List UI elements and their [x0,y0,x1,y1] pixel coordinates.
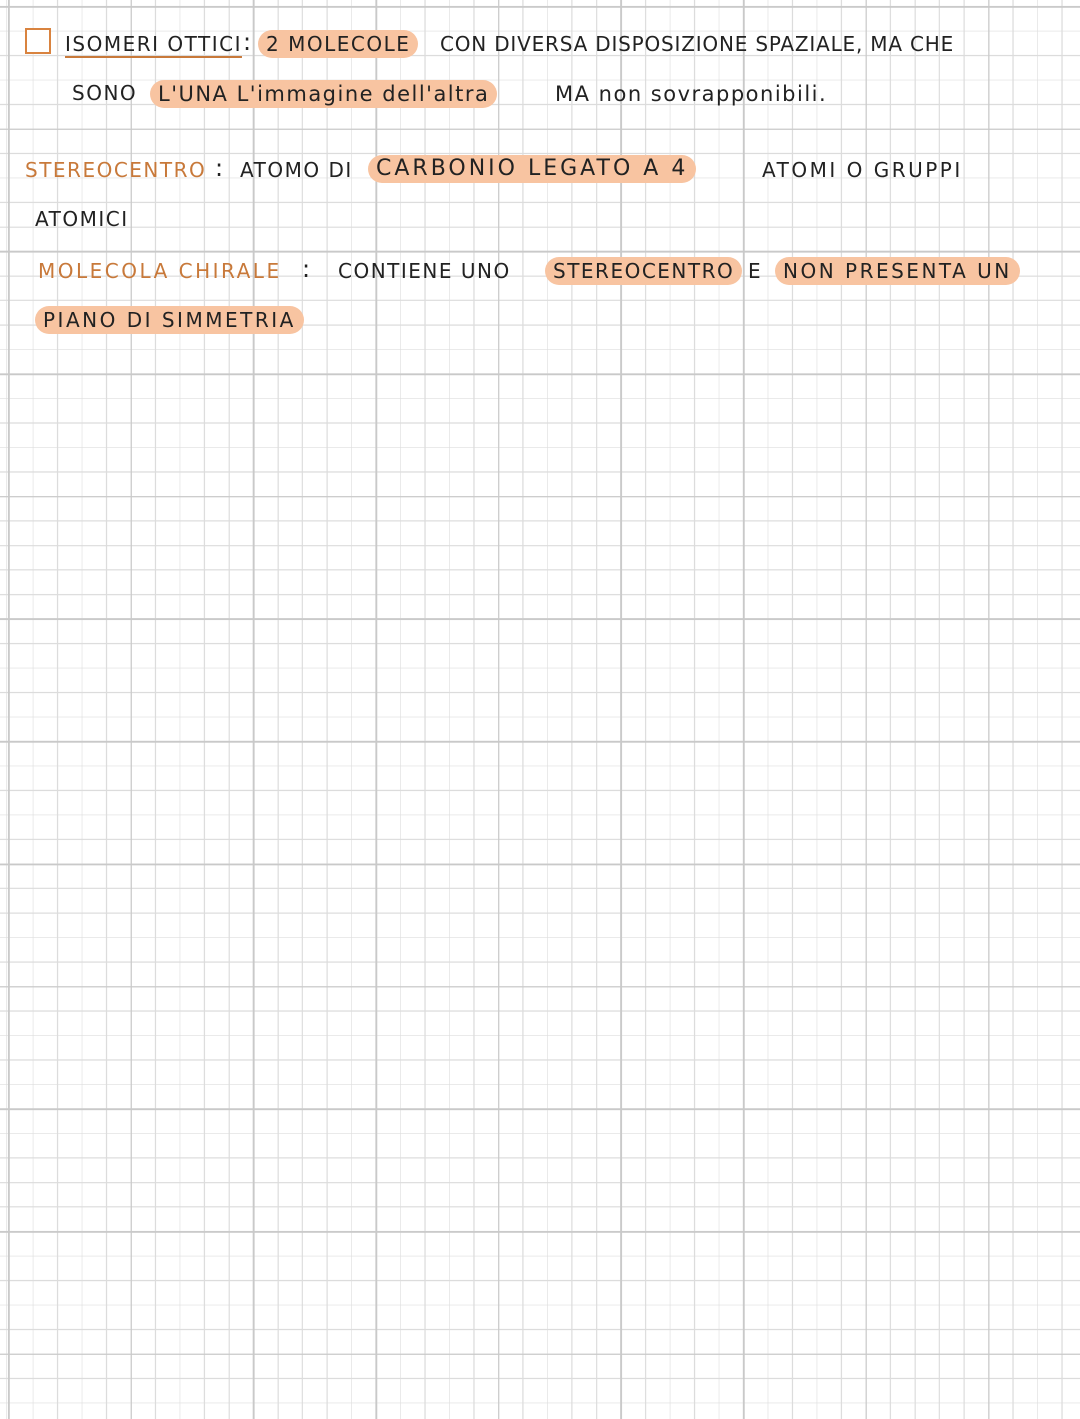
text: E [748,259,763,283]
colon: : [243,28,253,56]
highlight: PIANO DI SIMMETRIA [35,306,304,334]
text: ATOMICI [35,207,129,231]
text: ATOMI O GRUPPI [762,158,963,182]
highlight: STEREOCENTRO [545,257,743,285]
text: ATOMO DI [240,158,353,182]
checkbox [25,28,51,54]
text: SONO [72,81,138,105]
term: ISOMERI OTTICI [65,32,242,56]
highlight: L'UNA L'immagine dell'altra [150,80,498,108]
term: STEREOCENTRO [25,158,207,182]
text: MA non sovrapponibili. [555,82,828,106]
text: CON DIVERSA DISPOSIZIONE SPAZIALE, MA CH… [440,32,955,56]
highlight: NON PRESENTA UN [775,257,1020,285]
term: MOLECOLA CHIRALE [38,259,282,283]
highlight: CARBONIO LEGATO A 4 [368,155,697,183]
colon: : [215,154,225,182]
highlight: 2 MOLECOLE [258,30,419,58]
colon: : [302,255,312,283]
text: CONTIENE UNO [338,259,511,283]
